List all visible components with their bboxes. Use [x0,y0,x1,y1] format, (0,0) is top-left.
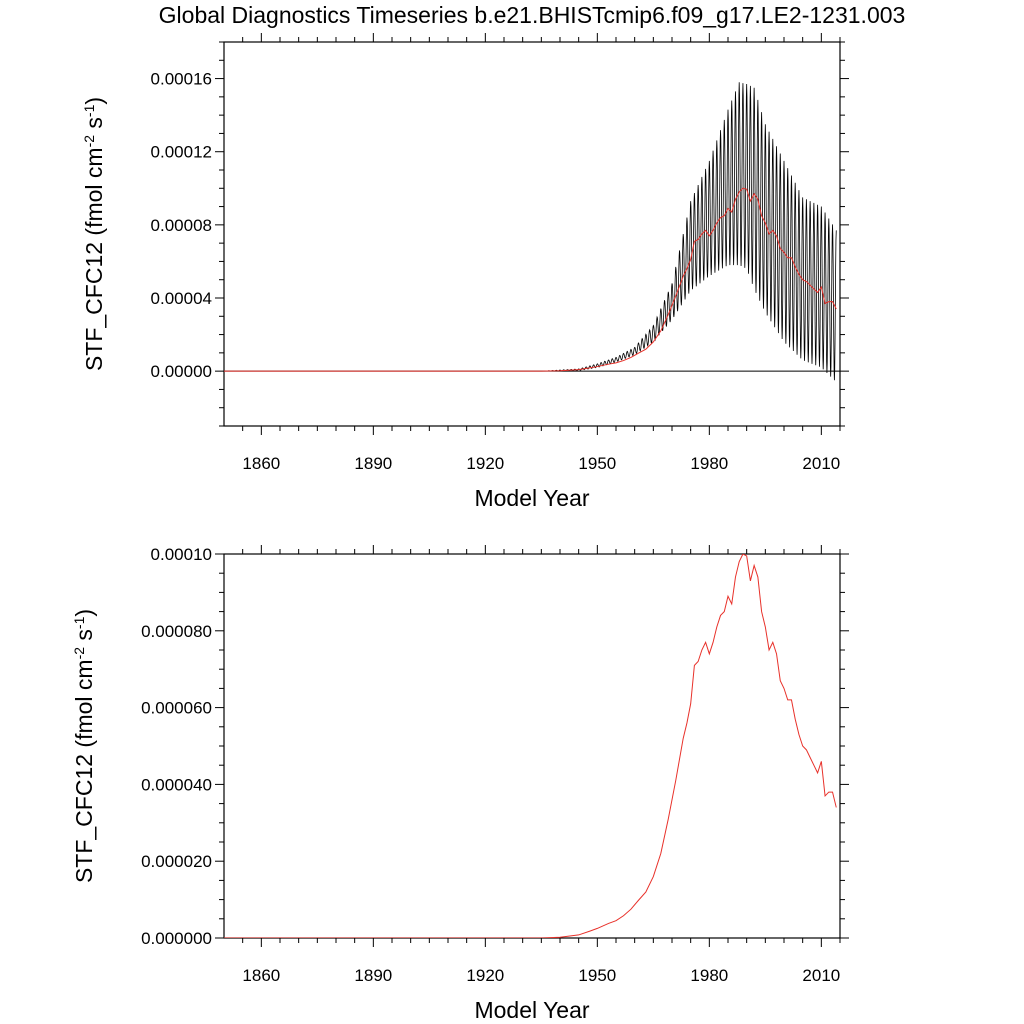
x-tick-label: 2010 [802,966,840,985]
y-tick-label: 0.00010 [151,545,212,564]
y-tick-label: 0.00000 [151,362,212,381]
y-axis-title-superscript: -2 [71,647,87,660]
y-axis-title-part: s [81,117,107,135]
y-tick-label: 0.00016 [151,70,212,89]
y-tick-label: 0.000000 [141,929,212,948]
x-axis-title: Model Year [474,997,589,1023]
y-tick-label: 0.000020 [141,852,212,871]
y-axis-title-part: ) [71,609,97,617]
y-axis-title: STF_CFC12 (fmol cm-2 s-1) [81,97,107,371]
y-axis-title-part: ) [81,97,107,105]
y-axis-title-superscript: -1 [81,104,97,117]
y-tick-label: 0.000040 [141,775,212,794]
y-tick-label: 0.00008 [151,216,212,235]
y-tick-label: 0.000080 [141,622,212,641]
x-tick-label: 1890 [354,454,392,473]
x-tick-label: 1920 [466,966,504,985]
x-tick-label: 1860 [242,966,280,985]
x-tick-label: 1980 [690,454,728,473]
y-tick-label: 0.00004 [151,289,212,308]
plot-frame [223,41,841,427]
x-tick-label: 2010 [802,454,840,473]
y-axis-title: STF_CFC12 (fmol cm-2 s-1) [71,609,97,883]
x-tick-label: 1950 [578,966,616,985]
x-tick-label: 1950 [578,454,616,473]
chart-title: Global Diagnostics Timeseries b.e21.BHIS… [158,2,906,28]
data-layer [224,82,837,381]
y-tick-label: 0.00012 [151,143,212,162]
series-annual-line [224,554,837,938]
y-tick-label: 0.000060 [141,699,212,718]
x-tick-label: 1890 [354,966,392,985]
plot-frame [223,553,841,939]
series-monthly-line [224,82,837,381]
x-tick-label: 1920 [466,454,504,473]
data-layer [224,554,837,938]
y-axis-title-part: STF_CFC12 (fmol cm [81,147,107,371]
y-axis-title-superscript: -1 [71,616,87,629]
top-panel: 1860 1890 1920 1950 1980 2010 0.00000 0.00004 0.… [81,33,849,511]
x-tick-label: 1980 [690,966,728,985]
series-annual-line [224,187,837,372]
y-axis-title-superscript: -2 [81,135,97,148]
y-axis-title-part: STF_CFC12 (fmol cm [71,659,97,883]
x-tick-label: 1860 [242,454,280,473]
y-axis-title-part: s [71,629,97,647]
bottom-panel: 1860 1890 1920 1950 1980 2010 0.000000 0.000020… [71,545,849,1023]
x-axis-title: Model Year [474,485,589,511]
